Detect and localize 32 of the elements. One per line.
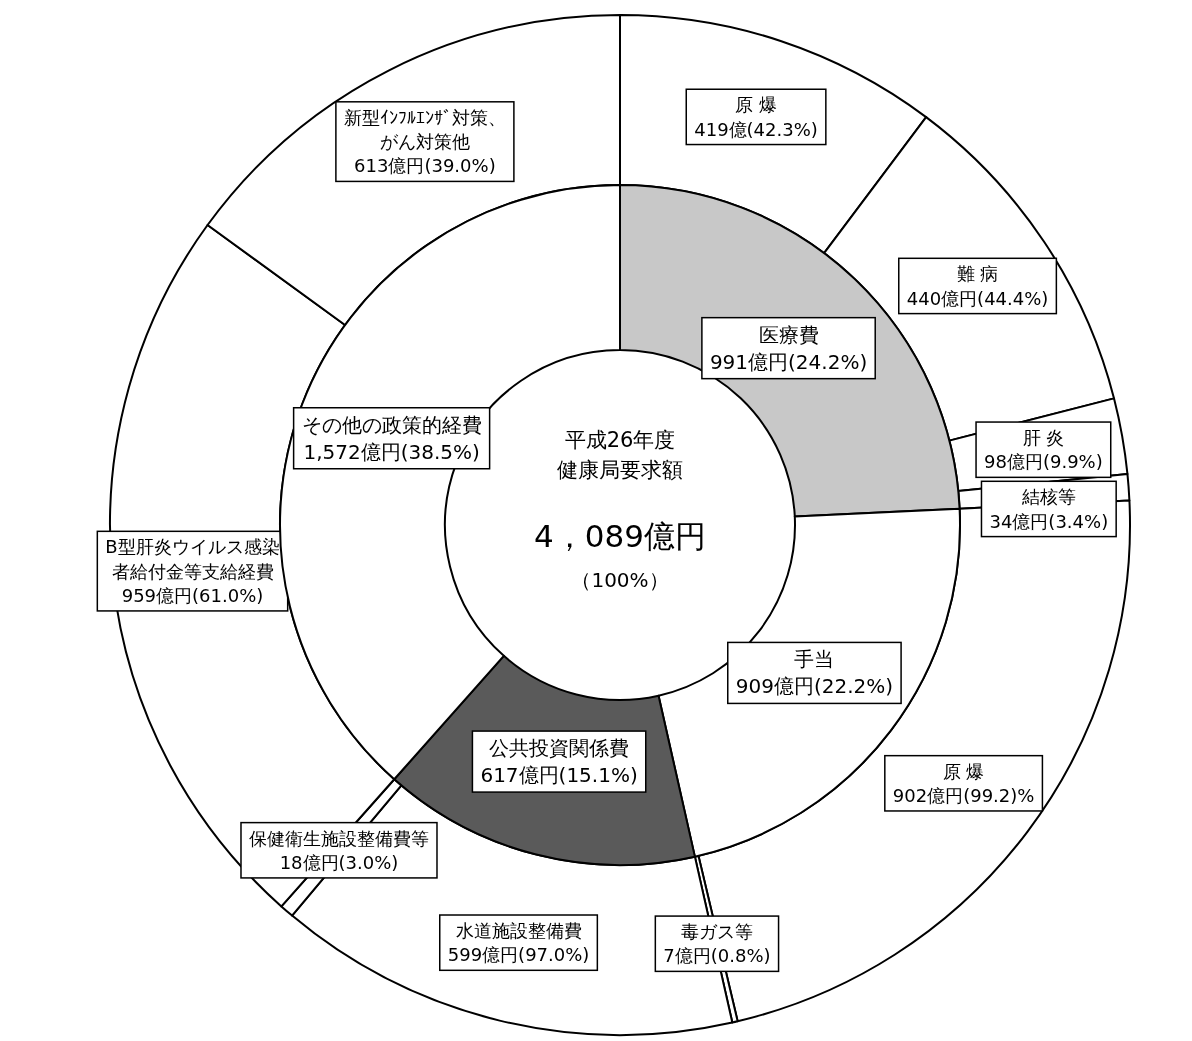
data-label: 991億円(24.2%)	[709, 349, 868, 374]
slice-label: 原 爆	[735, 94, 777, 116]
data-label: 909億円(22.2%)	[735, 674, 894, 699]
data-label: 7億円(0.8%)	[663, 945, 771, 967]
data-label: 34億円(3.4%)	[989, 510, 1109, 532]
data-label: 617億円(15.1%)	[480, 763, 638, 788]
data-label: 440億円(44.4%)	[906, 287, 1049, 309]
slice-label: 難 病	[956, 263, 999, 285]
data-label: 1,572億円(38.5%)	[303, 439, 480, 464]
text: （100%）	[571, 568, 669, 592]
data-label: 599億円(97.0%)	[447, 944, 590, 966]
text: 健康局要求額	[557, 458, 683, 482]
slice-label: 水道施設整備費	[455, 920, 582, 942]
text: 4，089億円	[534, 518, 706, 554]
slice-label: 公共投資関係費	[489, 736, 630, 761]
slice-label: 結核等	[1020, 486, 1076, 508]
slice-label: その他の政策的経費	[301, 412, 482, 437]
data-label: 902億円(99.2)%	[892, 784, 1035, 806]
text: 平成26年度	[564, 428, 676, 452]
data-label: 959億円(61.0%)	[121, 584, 264, 606]
data-label: 18億円(3.0%)	[279, 851, 399, 873]
slice-label: B型肝炎ウイルス感染者給付金等支給経費	[105, 536, 280, 582]
data-label: 98億円(9.9%)	[984, 451, 1103, 473]
data-label: 613億円(39.0%)	[354, 155, 496, 177]
slice-label: 新型ｲﾝﾌﾙｴﾝｻﾞ対策、がん対策他	[343, 106, 506, 153]
slice-label: 医療費	[758, 322, 819, 347]
data-label: 419億(42.3%)	[694, 118, 818, 140]
slice-label: 保健衛生施設整備費等	[248, 827, 429, 849]
slice-label: 原 爆	[942, 760, 985, 782]
slice-label: 毒ガス等	[680, 921, 753, 943]
slice-label: 手当	[794, 647, 835, 672]
slice-label: 肝 炎	[1022, 427, 1065, 449]
